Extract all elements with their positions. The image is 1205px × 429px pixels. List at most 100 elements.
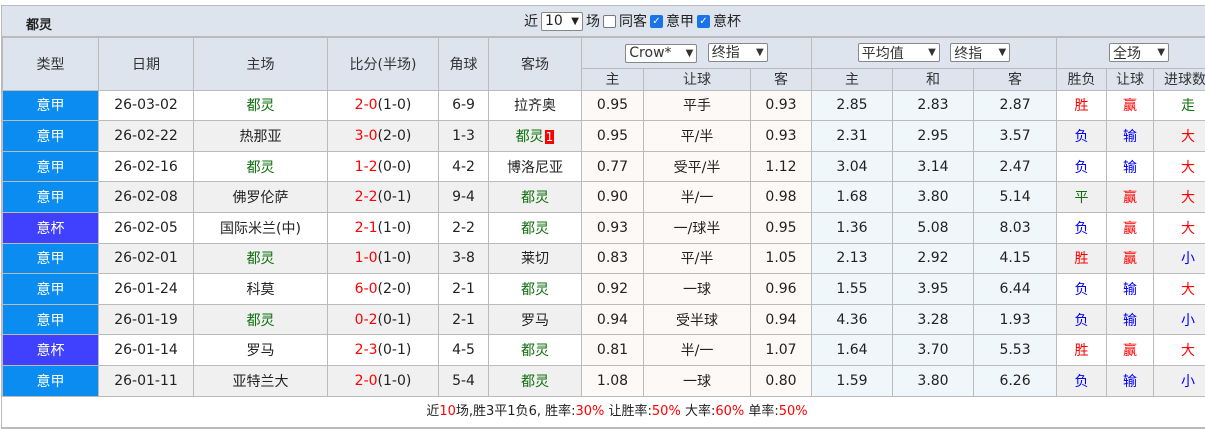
odds-type-select[interactable]: 终指▼ [708, 43, 768, 62]
away-team[interactable]: 都灵 [489, 212, 582, 243]
eu-away-odds: 1.93 [974, 304, 1057, 335]
home-team-name[interactable]: 科莫 [247, 282, 275, 298]
ah-home-odds: 0.94 [582, 304, 644, 335]
away-team-name[interactable]: 拉齐奥 [514, 98, 556, 114]
serie-a-checkbox[interactable]: ✓ [650, 15, 663, 28]
match-score[interactable]: 2-0(1-0) [328, 90, 439, 121]
away-team-name[interactable]: 都灵 [521, 343, 549, 359]
away-team[interactable]: 都灵 [489, 365, 582, 396]
league-type[interactable]: 意甲 [3, 90, 99, 121]
match-score[interactable]: 1-2(0-0) [328, 151, 439, 182]
away-team-name[interactable]: 莱切 [521, 251, 549, 267]
full-time-score: 2-0 [355, 373, 378, 389]
half-time-score: (0-1) [378, 342, 412, 358]
result-ah: 输 [1107, 151, 1154, 182]
home-team-name[interactable]: 都灵 [247, 251, 275, 267]
home-team-name[interactable]: 佛罗伦萨 [233, 190, 289, 206]
match-date: 26-01-19 [99, 304, 194, 335]
match-score[interactable]: 2-3(0-1) [328, 335, 439, 366]
home-team[interactable]: 都灵 [194, 304, 328, 335]
result-goals: 小 [1154, 243, 1205, 274]
full-time-score: 3-0 [355, 128, 378, 144]
home-team-name[interactable]: 都灵 [247, 160, 275, 176]
ah-home-odds: 0.93 [582, 212, 644, 243]
eu-home-odds: 1.64 [812, 335, 893, 366]
summary-count: 10 [439, 404, 456, 419]
summary-text: 单率: [744, 404, 779, 419]
home-team-name[interactable]: 国际米兰(中) [220, 221, 301, 237]
home-team[interactable]: 亚特兰大 [194, 365, 328, 396]
home-team[interactable]: 热那亚 [194, 121, 328, 152]
euro-odds-type-select[interactable]: 终指▼ [950, 43, 1010, 62]
home-team-name[interactable]: 都灵 [247, 98, 275, 114]
away-team-name[interactable]: 博洛尼亚 [507, 160, 563, 176]
away-team[interactable]: 都灵 [489, 182, 582, 213]
recent-count-select[interactable]: 10▼ [541, 12, 583, 31]
red-card-badge: 1 [545, 130, 555, 144]
home-team[interactable]: 都灵 [194, 90, 328, 121]
home-team-name[interactable]: 罗马 [247, 343, 275, 359]
home-team[interactable]: 国际米兰(中) [194, 212, 328, 243]
company-select[interactable]: Crow*▼ [625, 44, 697, 63]
coppa-checkbox[interactable]: ✓ [697, 15, 710, 28]
away-team-name[interactable]: 都灵 [521, 374, 549, 390]
average-select[interactable]: 平均值▼ [858, 43, 940, 62]
home-team[interactable]: 都灵 [194, 151, 328, 182]
match-date: 26-01-11 [99, 365, 194, 396]
away-team[interactable]: 博洛尼亚 [489, 151, 582, 182]
home-team-name[interactable]: 都灵 [247, 313, 275, 329]
league-type[interactable]: 意甲 [3, 182, 99, 213]
ah-away-odds: 0.93 [751, 90, 812, 121]
away-team-name[interactable]: 都灵 [521, 282, 549, 298]
league-type[interactable]: 意甲 [3, 274, 99, 305]
ah-away-odds: 0.94 [751, 304, 812, 335]
match-date: 26-02-16 [99, 151, 194, 182]
match-score[interactable]: 2-2(0-1) [328, 182, 439, 213]
away-team-name[interactable]: 都灵 [516, 129, 544, 145]
half-time-score: (1-0) [378, 250, 412, 266]
match-score[interactable]: 6-0(2-0) [328, 274, 439, 305]
recent-matches-panel: 都灵 近 10▼ 场 同客 ✓ 意甲 ✓ 意杯 类型 日期 主场 比分(半场) … [1, 5, 1205, 429]
home-team[interactable]: 佛罗伦萨 [194, 182, 328, 213]
match-score[interactable]: 0-2(0-1) [328, 304, 439, 335]
home-team[interactable]: 都灵 [194, 243, 328, 274]
over-rate: 60% [715, 404, 744, 419]
match-score[interactable]: 2-0(1-0) [328, 365, 439, 396]
match-score[interactable]: 2-1(1-0) [328, 212, 439, 243]
away-team-name[interactable]: 都灵 [521, 221, 549, 237]
league-type[interactable]: 意甲 [3, 121, 99, 152]
away-team[interactable]: 罗马 [489, 304, 582, 335]
away-team-name[interactable]: 都灵 [521, 190, 549, 206]
home-team-name[interactable]: 热那亚 [240, 129, 282, 145]
league-type[interactable]: 意杯 [3, 212, 99, 243]
league-type[interactable]: 意甲 [3, 365, 99, 396]
match-score[interactable]: 3-0(2-0) [328, 121, 439, 152]
corners: 4-2 [439, 151, 489, 182]
home-team-name[interactable]: 亚特兰大 [233, 374, 289, 390]
away-team[interactable]: 莱切 [489, 243, 582, 274]
away-team-name[interactable]: 罗马 [521, 313, 549, 329]
scope-select[interactable]: 全场▼ [1109, 43, 1169, 62]
league-type[interactable]: 意甲 [3, 243, 99, 274]
league-type[interactable]: 意甲 [3, 304, 99, 335]
home-team[interactable]: 罗马 [194, 335, 328, 366]
away-team[interactable]: 都灵 [489, 274, 582, 305]
same-away-checkbox[interactable] [603, 15, 616, 28]
home-team[interactable]: 科莫 [194, 274, 328, 305]
match-score[interactable]: 1-0(1-0) [328, 243, 439, 274]
away-team[interactable]: 拉齐奥 [489, 90, 582, 121]
away-team[interactable]: 都灵 [489, 335, 582, 366]
ah-away-odds: 1.12 [751, 151, 812, 182]
eu-away-odds: 2.47 [974, 151, 1057, 182]
ah-home-odds: 0.90 [582, 182, 644, 213]
league-type[interactable]: 意杯 [3, 335, 99, 366]
league-type[interactable]: 意甲 [3, 151, 99, 182]
eu-draw-odds: 3.95 [893, 274, 974, 305]
